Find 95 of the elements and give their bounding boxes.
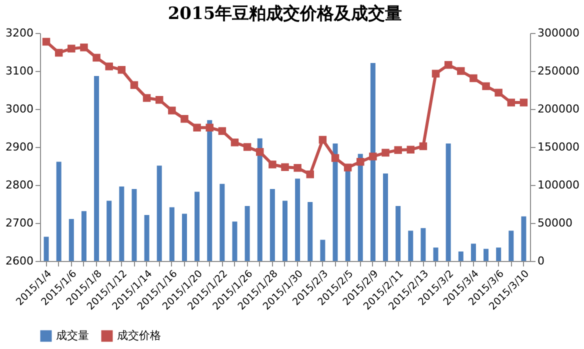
y-tick-label: 2600 <box>6 254 34 268</box>
point <box>180 115 188 123</box>
point <box>142 94 151 102</box>
point <box>306 170 314 178</box>
bar <box>270 189 275 261</box>
point <box>432 70 440 78</box>
bar <box>182 214 187 261</box>
point <box>105 62 113 70</box>
bar <box>408 230 414 261</box>
point <box>130 81 138 89</box>
bar <box>508 230 514 261</box>
bar <box>68 218 74 261</box>
bar <box>308 202 313 261</box>
point <box>80 44 88 52</box>
point <box>382 148 390 157</box>
y2-tick-label: 250000 <box>538 64 580 78</box>
point <box>92 54 100 62</box>
bar <box>345 170 350 261</box>
bar <box>320 240 326 261</box>
y-tick-label: 3200 <box>6 26 34 40</box>
bar <box>257 138 262 261</box>
point <box>331 154 340 162</box>
bar <box>470 244 476 261</box>
y2-tick-label: 50000 <box>538 216 572 230</box>
point <box>520 98 528 106</box>
point <box>54 48 63 57</box>
legend-label: 成交量 <box>56 329 89 342</box>
bar <box>383 173 388 261</box>
y-tick-label: 2800 <box>6 178 34 192</box>
bar <box>332 144 338 261</box>
bar <box>496 248 502 261</box>
bar <box>358 154 363 261</box>
bar <box>458 252 464 261</box>
bar <box>144 215 150 261</box>
legend-label: 成交价格 <box>117 329 161 342</box>
point <box>318 136 327 144</box>
point <box>482 82 490 90</box>
point <box>206 124 214 132</box>
point <box>281 163 289 172</box>
point <box>419 142 428 150</box>
y2-tick-label: 0 <box>538 254 544 268</box>
bar <box>194 192 200 261</box>
point <box>294 164 302 172</box>
point <box>243 143 252 151</box>
point <box>68 44 76 52</box>
point <box>193 124 201 132</box>
bar <box>220 184 225 261</box>
bar <box>44 236 49 261</box>
point <box>168 106 176 114</box>
bar <box>106 200 112 261</box>
bar <box>169 207 174 261</box>
point <box>369 152 377 160</box>
y2-tick-label: 200000 <box>538 102 580 116</box>
bar <box>156 166 162 261</box>
bar <box>81 211 86 261</box>
bar <box>94 76 100 261</box>
bar <box>119 186 124 261</box>
point <box>155 96 164 104</box>
point <box>507 98 516 106</box>
bar <box>282 200 288 261</box>
bar <box>521 216 526 261</box>
point <box>42 38 50 46</box>
point <box>394 146 402 154</box>
bar <box>132 189 137 261</box>
point <box>256 148 264 156</box>
point <box>344 164 352 172</box>
point <box>444 61 452 69</box>
bar <box>433 248 438 261</box>
y-tick-label: 2700 <box>6 216 34 230</box>
point <box>218 127 226 135</box>
y2-tick-label: 300000 <box>538 26 580 40</box>
y-tick-label: 3100 <box>6 64 34 78</box>
y2-tick-label: 150000 <box>538 140 580 154</box>
y-tick-label: 3000 <box>6 102 34 116</box>
bar <box>295 178 300 261</box>
y-tick-label: 2900 <box>6 140 34 154</box>
point <box>230 138 239 146</box>
chart-title: 2015年豆粕成交价格及成交量 <box>168 4 402 24</box>
y2-tick-label: 100000 <box>538 178 580 192</box>
point <box>494 88 502 97</box>
bar <box>207 120 212 261</box>
bar <box>56 162 62 261</box>
point <box>268 160 276 168</box>
point <box>406 146 415 154</box>
bar <box>232 222 238 261</box>
point <box>470 74 478 82</box>
bar <box>484 248 489 261</box>
bar <box>396 206 401 261</box>
bar <box>370 62 376 261</box>
point <box>356 158 364 166</box>
bar <box>446 144 451 261</box>
point <box>457 67 465 75</box>
point <box>118 66 126 74</box>
bar <box>420 228 426 261</box>
bar <box>244 206 250 261</box>
